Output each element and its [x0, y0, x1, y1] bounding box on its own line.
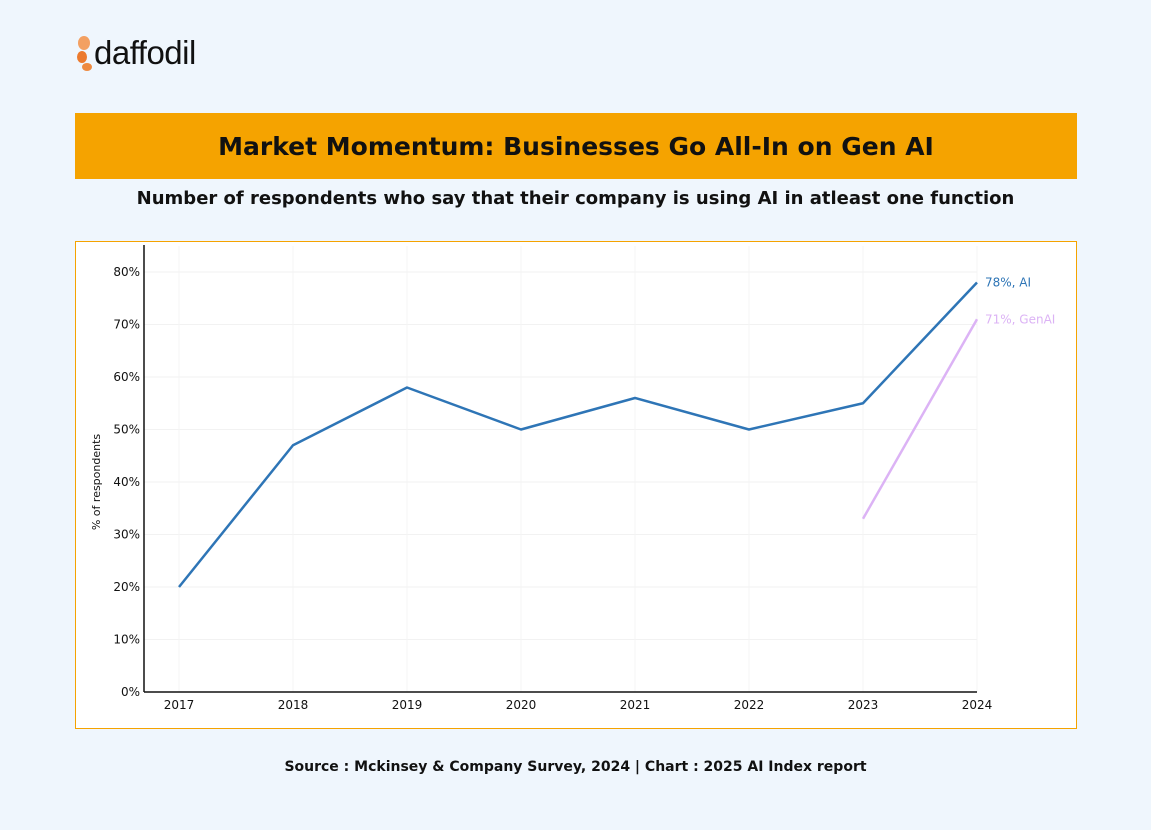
y-tick-label: 0% [121, 685, 140, 699]
daffodil-flower-icon [77, 36, 92, 71]
end-label-genai: 71%, GenAI [985, 312, 1055, 326]
chart-subtitle: Number of respondents who say that their… [136, 188, 1015, 209]
line-chart: 0% 10% 20% 30% 40% 50% 60% 70% 80% 2017 2018 2019 20… [90, 245, 1055, 712]
x-tick-label: 2021 [620, 698, 651, 712]
x-tick-label: 2020 [506, 698, 537, 712]
end-label-ai: 78%, AI [985, 276, 1031, 290]
logo: daffodil [76, 30, 196, 76]
x-tick-label: 2019 [392, 698, 423, 712]
logo-text: daffodil [94, 34, 196, 71]
y-axis-label: % of respondents [90, 434, 103, 531]
x-tick-label: 2023 [848, 698, 879, 712]
y-tick-label: 80% [113, 265, 140, 279]
x-tick-label: 2017 [164, 698, 195, 712]
y-tick-label: 50% [113, 423, 140, 437]
title-banner: Market Momentum: Businesses Go All-In on… [75, 113, 1077, 179]
page-title: Market Momentum: Businesses Go All-In on… [218, 131, 934, 161]
series-line-genai [861, 318, 979, 520]
y-tick-label: 60% [113, 370, 140, 384]
x-tick-label: 2022 [734, 698, 765, 712]
x-tick-label: 2024 [962, 698, 993, 712]
series-line-ai [178, 281, 978, 588]
y-tick-label: 30% [113, 528, 140, 542]
y-tick-label: 20% [113, 580, 140, 594]
chart-container: 0% 10% 20% 30% 40% 50% 60% 70% 80% 2017 2018 2019 20… [75, 241, 1077, 729]
y-tick-label: 40% [113, 475, 140, 489]
source-note: Source : Mckinsey & Company Survey, 2024… [284, 759, 867, 775]
y-tick-label: 10% [113, 633, 140, 647]
y-tick-label: 70% [113, 318, 140, 332]
x-tick-label: 2018 [278, 698, 309, 712]
